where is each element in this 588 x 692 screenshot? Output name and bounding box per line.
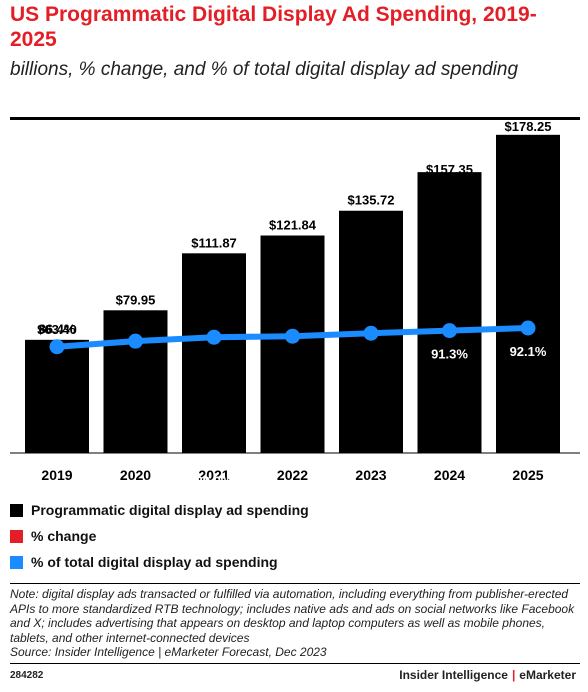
bar-label-2025: $178.25	[505, 120, 552, 134]
share-point-2023	[363, 325, 379, 341]
legend-label-change: % change	[31, 528, 97, 544]
bar-label-2021: $111.87	[191, 235, 237, 250]
source-text: Source: Insider Intelligence | eMarketer…	[10, 645, 327, 659]
brand-separator: |	[511, 668, 516, 682]
x-tick-2019: 2019	[41, 467, 72, 483]
note-text: Note: digital display ads transacted or …	[10, 587, 575, 645]
x-tick-2022: 2022	[277, 467, 308, 483]
legend-item-change: % change	[10, 523, 570, 549]
bar-2025	[496, 134, 560, 454]
x-tick-2020: 2020	[120, 467, 151, 483]
share-label-2022: 89.6%	[274, 311, 311, 326]
change-label-2021: 39.9%	[196, 474, 233, 489]
share-point-2020	[128, 333, 143, 349]
bar-label-2024: $157.35	[426, 162, 473, 177]
legend-label-spending: Programmatic digital display ad spending	[31, 502, 309, 518]
share-label-2025: 92.1%	[510, 344, 547, 359]
footnote: Note: digital display ads transacted or …	[10, 587, 585, 660]
legend-swatch-spending	[10, 503, 23, 517]
share-label-2021: 89.3%	[196, 312, 233, 327]
brand-credit: Insider Intelligence | eMarketer	[399, 668, 576, 682]
footer-divider	[10, 663, 580, 664]
bar-2022	[260, 235, 325, 453]
share-point-2024	[442, 323, 457, 339]
share-label-2019: 86.4%	[39, 322, 76, 337]
legend-swatch-share	[10, 555, 23, 569]
bar-label-2022: $121.84	[269, 218, 317, 233]
share-point-2021	[206, 329, 222, 345]
bar-label-2023: $135.72	[348, 193, 395, 208]
share-label-2024: 91.3%	[431, 347, 468, 362]
legend-item-spending: Programmatic digital display ad spending	[10, 497, 570, 523]
bar-label-2019: $63.40	[37, 322, 77, 337]
bar-label-2020: $79.95	[116, 292, 156, 307]
legend-label-share: % of total digital display ad spending	[31, 554, 278, 570]
brand-left: Insider Intelligence	[399, 668, 508, 682]
bar-2019	[25, 339, 89, 453]
share-point-2019	[49, 339, 65, 355]
legend-swatch-change	[10, 529, 23, 543]
share-point-2022	[285, 328, 300, 344]
share-label-2020: 88.1%	[117, 316, 154, 331]
brand-right: eMarketer	[519, 668, 576, 682]
x-tick-2024: 2024	[434, 467, 465, 483]
legend: Programmatic digital display ad spending…	[10, 497, 570, 575]
chart-subtitle: billions, % change, and % of total digit…	[10, 59, 519, 80]
chart-title: US Programmatic Digital Display Ad Spend…	[10, 3, 537, 51]
share-label-2023: 90.5%	[353, 308, 390, 323]
chart-id: 284282	[10, 670, 44, 681]
share-point-2025	[520, 320, 536, 336]
top-divider	[10, 117, 580, 120]
x-tick-2025: 2025	[512, 467, 543, 483]
bar-2021	[182, 253, 246, 453]
legend-item-share: % of total digital display ad spending	[10, 549, 570, 575]
note-divider	[10, 583, 580, 584]
x-tick-2023: 2023	[355, 467, 386, 483]
x-tick-2021: 2021	[198, 467, 229, 483]
bar-2020	[103, 310, 168, 453]
chart-area: $63.40 $79.95 $111.87 $121.84 $135.72 $157.35…	[10, 120, 580, 489]
bar-2024	[417, 172, 482, 453]
